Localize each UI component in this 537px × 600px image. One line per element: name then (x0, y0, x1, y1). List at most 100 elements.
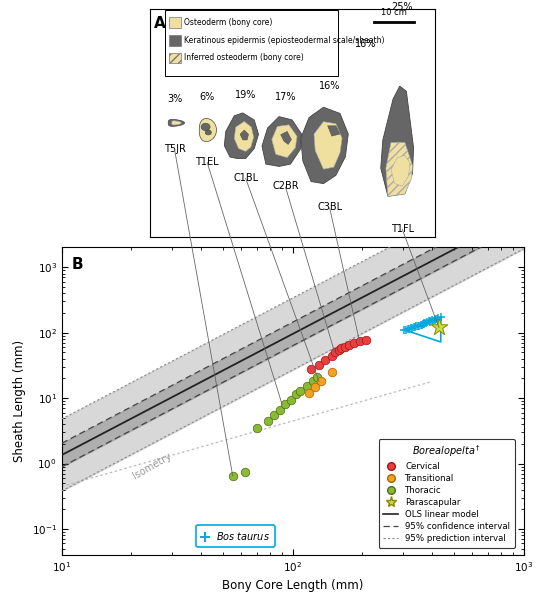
Point (330, 347, 339, 357)
Point (420, 318, 429, 328)
Polygon shape (240, 130, 249, 140)
Point (292, 389, 300, 399)
Polygon shape (201, 123, 210, 131)
Point (340, 343, 349, 352)
Point (429, 316, 437, 326)
Text: 3%: 3% (167, 94, 182, 104)
Legend: $\mathit{Bos\ taurus}$: $\mathit{Bos\ taurus}$ (196, 526, 275, 547)
Point (416, 320, 425, 329)
Text: 19%: 19% (235, 90, 256, 100)
Polygon shape (172, 121, 181, 125)
Point (241, 467, 249, 476)
Point (419, 320, 428, 329)
Point (410, 322, 418, 332)
Polygon shape (314, 122, 342, 169)
Point (308, 377, 317, 386)
Point (408, 323, 417, 333)
Point (434, 313, 443, 323)
Point (414, 321, 423, 331)
Point (422, 319, 430, 328)
Point (313, 372, 322, 382)
Point (417, 320, 426, 330)
Point (345, 340, 353, 350)
Polygon shape (205, 130, 212, 135)
Point (355, 337, 364, 346)
Text: B: B (72, 257, 84, 272)
Point (328, 367, 336, 377)
Point (264, 416, 272, 425)
Text: 16%: 16% (319, 81, 340, 91)
Point (252, 423, 261, 433)
Polygon shape (328, 126, 340, 136)
Polygon shape (262, 116, 302, 166)
Point (425, 317, 434, 326)
Bar (169, 35, 182, 46)
Point (362, 335, 371, 344)
Point (337, 343, 345, 353)
Point (315, 360, 323, 370)
Point (403, 324, 412, 334)
Point (350, 338, 359, 347)
Point (424, 317, 433, 326)
Text: C3BL: C3BL (317, 202, 342, 212)
Point (286, 395, 295, 404)
Point (411, 323, 420, 332)
Point (428, 315, 437, 325)
Point (422, 317, 431, 327)
Text: T1FL: T1FL (391, 224, 414, 233)
FancyBboxPatch shape (164, 10, 338, 76)
Point (328, 351, 336, 361)
Point (296, 386, 304, 395)
Point (281, 400, 289, 409)
Point (402, 326, 410, 335)
Polygon shape (272, 125, 297, 158)
Text: C2BR: C2BR (272, 181, 299, 191)
Text: 6%: 6% (200, 92, 215, 103)
Point (405, 325, 413, 334)
Point (316, 377, 325, 386)
Point (311, 382, 320, 391)
Point (412, 322, 420, 331)
Point (418, 319, 427, 329)
Point (305, 388, 314, 398)
Text: T5JR: T5JR (164, 143, 185, 154)
Polygon shape (199, 118, 216, 142)
Point (307, 364, 315, 374)
Point (407, 323, 415, 333)
Point (270, 410, 278, 420)
Point (434, 323, 443, 332)
Text: 25%: 25% (391, 2, 413, 12)
Point (302, 381, 311, 391)
Text: 16%: 16% (354, 39, 376, 49)
Point (228, 471, 237, 481)
Polygon shape (391, 155, 410, 186)
Point (275, 406, 284, 415)
Point (321, 355, 329, 365)
Text: Osteoderm (bony core): Osteoderm (bony core) (185, 18, 273, 27)
Polygon shape (234, 121, 253, 151)
Point (400, 325, 409, 335)
Polygon shape (301, 107, 349, 184)
Polygon shape (281, 131, 292, 145)
Point (430, 314, 439, 324)
Point (334, 346, 343, 355)
Point (437, 313, 445, 322)
Text: Isometry: Isometry (131, 451, 173, 481)
Text: Inferred osteoderm (bony core): Inferred osteoderm (bony core) (185, 53, 304, 62)
Bar (169, 53, 182, 64)
Polygon shape (168, 119, 185, 127)
X-axis label: Bony Core Length (mm): Bony Core Length (mm) (222, 579, 364, 592)
Point (415, 321, 423, 331)
Point (432, 314, 441, 323)
Text: T1EL: T1EL (195, 157, 219, 167)
Text: 17%: 17% (275, 92, 296, 102)
Polygon shape (381, 86, 413, 196)
Point (426, 316, 435, 326)
Text: C1BL: C1BL (233, 173, 258, 183)
Text: Keratinous epidermis (epiosteodermal scale/sheath): Keratinous epidermis (epiosteodermal sca… (185, 36, 385, 45)
Text: 10 cm: 10 cm (381, 8, 407, 17)
Polygon shape (386, 143, 412, 196)
Y-axis label: Sheath Length (mm): Sheath Length (mm) (13, 340, 26, 463)
Text: A: A (154, 16, 165, 31)
Bar (169, 17, 182, 28)
